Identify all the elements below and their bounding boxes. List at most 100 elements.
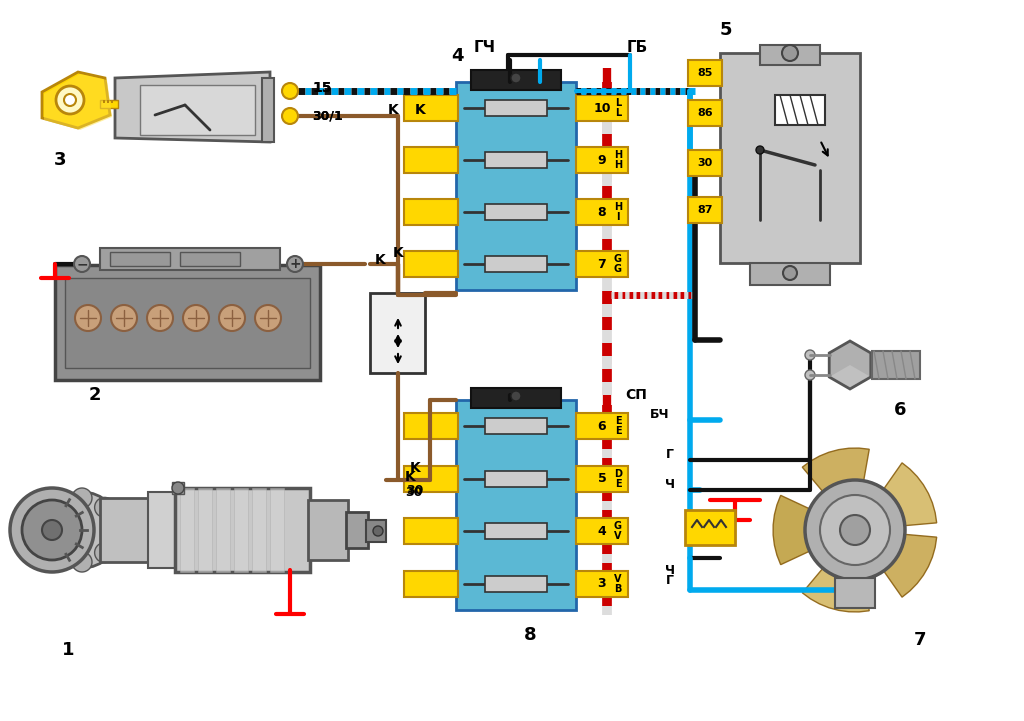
Circle shape [805,480,905,580]
Text: 8: 8 [523,626,537,644]
Circle shape [147,305,173,331]
Text: 87: 87 [697,205,713,215]
Circle shape [255,305,281,331]
Text: 30: 30 [406,487,422,500]
Bar [484,576,547,592]
Bar [484,471,547,487]
Bar [404,571,458,597]
Bar [198,488,212,572]
Text: G: G [614,254,622,264]
Circle shape [111,305,137,331]
Bar [404,199,458,225]
Text: 15: 15 [312,81,332,95]
Bar [575,251,628,277]
Text: Ч: Ч [665,564,675,577]
Bar [484,418,547,434]
Text: 30/1: 30/1 [312,110,343,123]
Text: 8: 8 [598,205,606,218]
Text: E: E [614,479,622,489]
Circle shape [805,370,815,380]
Text: V: V [614,574,622,584]
Circle shape [75,305,101,331]
Bar [484,256,547,272]
Text: K: K [415,103,425,117]
Bar [234,488,248,572]
Bar [685,510,735,545]
Text: 9: 9 [598,154,606,167]
Bar [252,488,266,572]
Bar [262,78,274,142]
Bar [471,388,561,408]
Bar [484,100,547,116]
Text: H: H [614,160,622,170]
Bar [308,500,348,560]
Bar [484,523,547,539]
Bar [110,252,170,266]
Text: 7: 7 [913,631,927,649]
Text: G: G [614,521,622,531]
Bar [172,482,184,494]
Polygon shape [802,448,869,495]
Bar [575,199,628,225]
Bar [575,518,628,544]
Circle shape [805,350,815,360]
Text: 1: 1 [61,641,75,659]
Text: K: K [388,103,398,117]
Bar [103,100,105,103]
Bar [575,466,628,492]
Text: −: − [76,257,88,271]
Bar [688,150,722,176]
Text: E: E [614,416,622,426]
Text: 3: 3 [598,578,606,590]
Text: 2: 2 [89,386,101,404]
Text: 5: 5 [598,472,606,485]
Circle shape [40,520,60,540]
Bar [65,278,310,368]
Text: 7: 7 [598,257,606,270]
Text: D: D [614,469,622,479]
Bar [872,351,920,379]
Circle shape [373,526,383,536]
Bar [575,413,628,439]
Bar [180,488,194,572]
Text: I: I [616,212,620,222]
Bar [484,152,547,168]
Bar [575,147,628,173]
Circle shape [72,552,92,572]
Bar [100,248,280,270]
Circle shape [756,146,764,154]
Polygon shape [44,74,112,130]
Polygon shape [115,72,270,142]
Bar [835,578,874,608]
Bar [456,82,575,290]
Text: 6: 6 [894,401,906,419]
Text: Г: Г [666,573,674,586]
Circle shape [104,520,124,540]
Circle shape [282,83,298,99]
Bar [484,204,547,220]
Circle shape [10,488,94,572]
Text: K: K [410,461,421,475]
Text: ГБ: ГБ [627,40,647,55]
Bar [471,70,561,90]
Bar [106,100,109,103]
Bar [140,85,255,135]
Bar [40,522,68,538]
Bar [100,498,150,562]
Circle shape [56,86,84,114]
Text: 15: 15 [312,81,332,95]
Bar [688,197,722,223]
Bar [404,413,458,439]
Bar [148,492,178,568]
Circle shape [63,94,76,106]
Polygon shape [829,341,870,389]
Bar [55,265,319,380]
Text: G: G [614,264,622,274]
Text: 86: 86 [697,108,713,118]
Text: L: L [614,98,622,108]
Bar [750,263,830,285]
Circle shape [74,256,90,272]
Bar [404,95,458,121]
Text: K: K [393,246,403,260]
Circle shape [287,256,303,272]
